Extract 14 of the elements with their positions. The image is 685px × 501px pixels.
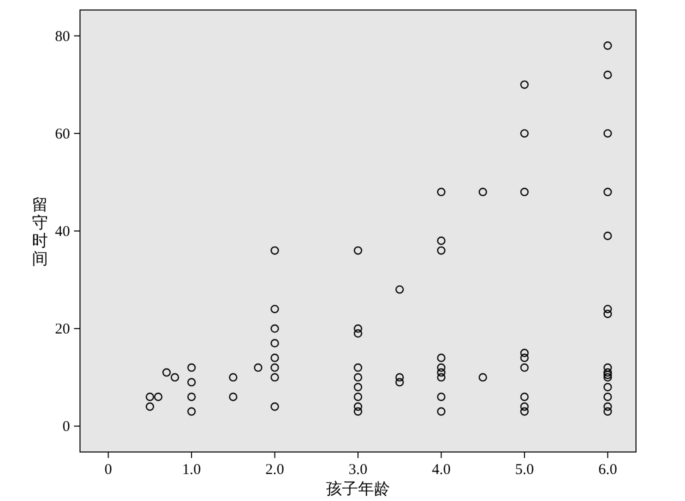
x-tick-label: 4.0 bbox=[432, 462, 451, 478]
x-tick-label: 6.0 bbox=[598, 462, 618, 478]
x-tick-label: 1.0 bbox=[182, 462, 201, 478]
x-tick-label: 3.0 bbox=[348, 462, 368, 478]
x-tick-label: 0 bbox=[104, 462, 112, 478]
y-tick-label: 80 bbox=[55, 28, 70, 45]
y-tick-label: 40 bbox=[55, 224, 70, 240]
x-tick-label: 5.0 bbox=[515, 462, 534, 478]
x-axis-title: 孩子年龄 bbox=[326, 480, 390, 498]
y-tick-label: 20 bbox=[55, 322, 70, 338]
y-axis-title: 留守时间 bbox=[32, 196, 48, 268]
x-tick-label: 2.0 bbox=[265, 462, 284, 478]
y-tick-label: 60 bbox=[55, 126, 70, 142]
y-tick-label: 0 bbox=[62, 419, 70, 436]
